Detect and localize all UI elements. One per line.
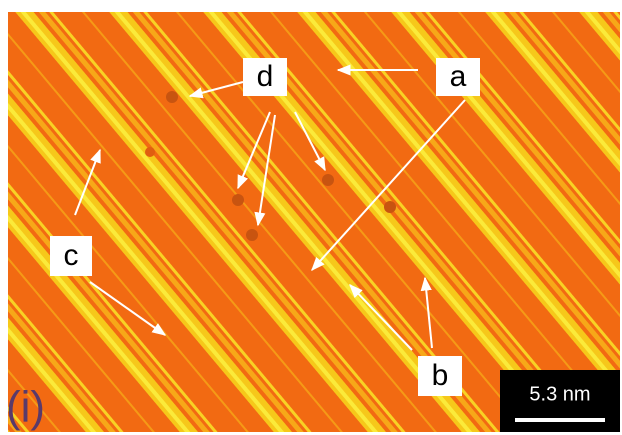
micrograph: a d c b (i) 5.3 nm <box>0 0 622 435</box>
annotation-a: a <box>450 60 467 93</box>
annotation-b: b <box>432 359 449 392</box>
scale-bar-label: 5.3 nm <box>529 383 590 405</box>
panel-label: (i) <box>6 383 45 432</box>
page: a d c b (i) 5.3 nm (() => { const data =… <box>0 0 622 435</box>
annotation-d: d <box>257 60 274 93</box>
stm-image <box>8 12 620 432</box>
annotation-c: c <box>64 239 79 272</box>
